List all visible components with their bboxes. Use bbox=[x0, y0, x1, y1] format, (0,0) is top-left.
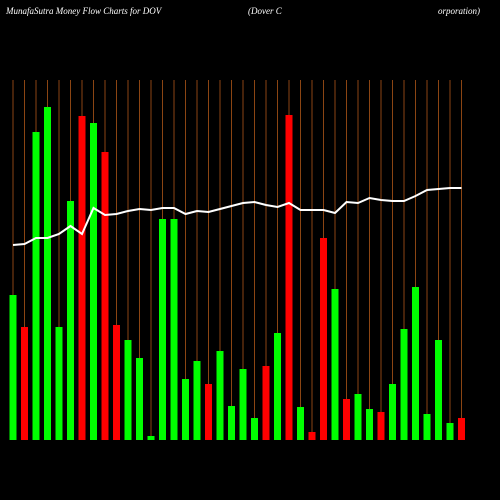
bar bbox=[90, 123, 97, 440]
bar bbox=[136, 358, 143, 440]
bar bbox=[458, 418, 465, 440]
bar bbox=[308, 432, 316, 440]
chart-subtitle: (Dover C bbox=[248, 6, 283, 16]
bar bbox=[101, 152, 109, 440]
bar bbox=[182, 379, 189, 440]
bar bbox=[159, 219, 166, 440]
bar bbox=[239, 369, 247, 440]
bar bbox=[400, 329, 408, 440]
bar bbox=[44, 107, 51, 440]
bar bbox=[423, 414, 431, 440]
bar bbox=[412, 287, 419, 440]
bar bbox=[55, 327, 63, 440]
bar bbox=[9, 295, 17, 440]
bar bbox=[343, 399, 350, 440]
bar bbox=[354, 394, 362, 440]
bar bbox=[193, 361, 201, 440]
bar bbox=[170, 219, 178, 440]
bar bbox=[435, 340, 442, 440]
bar bbox=[32, 132, 40, 440]
bar bbox=[251, 418, 258, 440]
bar bbox=[67, 201, 74, 440]
chart-subtitle: orporation) bbox=[438, 6, 480, 16]
bar bbox=[377, 412, 385, 440]
bar bbox=[446, 423, 454, 440]
bar bbox=[228, 406, 235, 440]
bar bbox=[331, 289, 339, 440]
bar bbox=[21, 327, 28, 440]
bar bbox=[147, 436, 155, 440]
bar bbox=[274, 333, 281, 440]
bar bbox=[389, 384, 396, 440]
bar bbox=[216, 351, 224, 440]
bar bbox=[113, 325, 120, 440]
bar bbox=[262, 366, 270, 440]
chart-title: MunafaSutra Money Flow Charts for DOV bbox=[5, 6, 163, 16]
bar bbox=[366, 409, 373, 440]
bar bbox=[297, 407, 304, 440]
bar bbox=[320, 238, 327, 440]
bar bbox=[205, 384, 212, 440]
bar bbox=[78, 116, 86, 440]
money-flow-line bbox=[12, 187, 462, 246]
bar bbox=[285, 115, 293, 440]
bar bbox=[124, 340, 132, 440]
